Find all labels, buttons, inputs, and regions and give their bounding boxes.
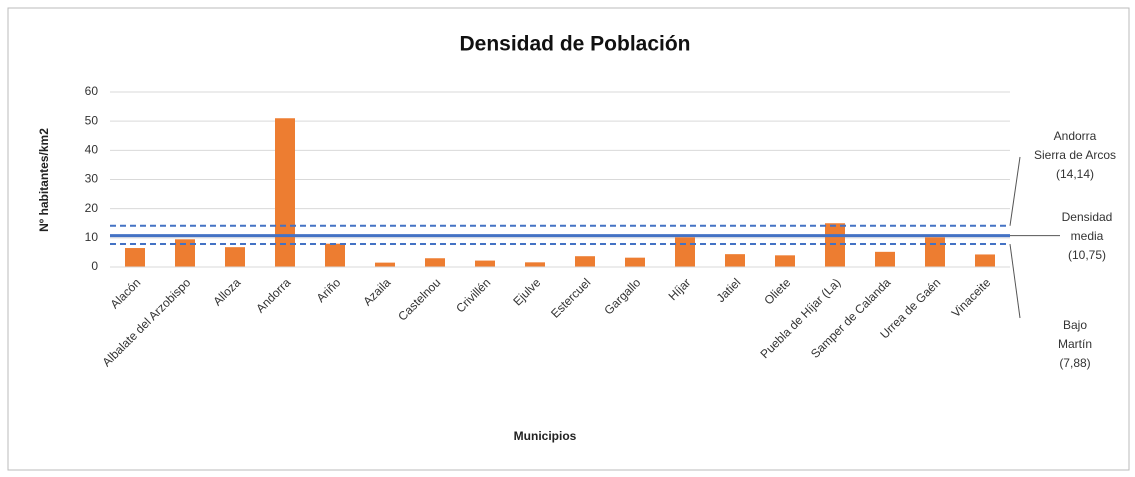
bar bbox=[575, 256, 595, 267]
bar bbox=[275, 118, 295, 267]
bar bbox=[625, 257, 645, 267]
y-tick-label: 40 bbox=[85, 143, 99, 157]
y-tick-label: 20 bbox=[85, 201, 99, 215]
bar bbox=[975, 254, 995, 267]
annotation-connector bbox=[1009, 156, 1021, 226]
annotation-label: Sierra de Arcos bbox=[1034, 148, 1116, 162]
x-axis-title: Municipios bbox=[514, 429, 577, 443]
annotation-label: (14,14) bbox=[1056, 167, 1094, 181]
bar bbox=[875, 251, 895, 267]
y-tick-label: 0 bbox=[91, 259, 98, 273]
y-tick-label: 30 bbox=[85, 172, 99, 186]
bar bbox=[475, 260, 495, 267]
bar bbox=[175, 239, 195, 267]
y-tick-label: 10 bbox=[85, 230, 99, 244]
bar bbox=[425, 258, 445, 267]
annotation-label: Densidad bbox=[1062, 210, 1113, 224]
y-tick-label: 60 bbox=[85, 84, 99, 98]
bar bbox=[825, 223, 845, 267]
annotation-connector bbox=[1009, 243, 1021, 319]
bar bbox=[675, 237, 695, 267]
bar bbox=[375, 262, 395, 267]
bar bbox=[325, 243, 345, 267]
y-axis-title: Nº habitantes/km2 bbox=[37, 128, 51, 232]
y-tick-label: 50 bbox=[85, 113, 99, 127]
bar bbox=[725, 254, 745, 267]
bar bbox=[125, 248, 145, 267]
annotation-label: Martín bbox=[1058, 337, 1092, 351]
annotation-label: Bajo bbox=[1063, 318, 1087, 332]
annotation-label: (7,88) bbox=[1059, 356, 1090, 370]
annotation-label: Andorra bbox=[1054, 129, 1097, 143]
bar bbox=[525, 262, 545, 267]
bar bbox=[775, 255, 795, 267]
annotation-label: media bbox=[1071, 229, 1104, 243]
chart-frame bbox=[7, 7, 1130, 471]
chart-title: Densidad de Población bbox=[459, 33, 690, 56]
bar bbox=[925, 237, 945, 267]
bar bbox=[225, 247, 245, 267]
annotation-label: (10,75) bbox=[1068, 248, 1106, 262]
